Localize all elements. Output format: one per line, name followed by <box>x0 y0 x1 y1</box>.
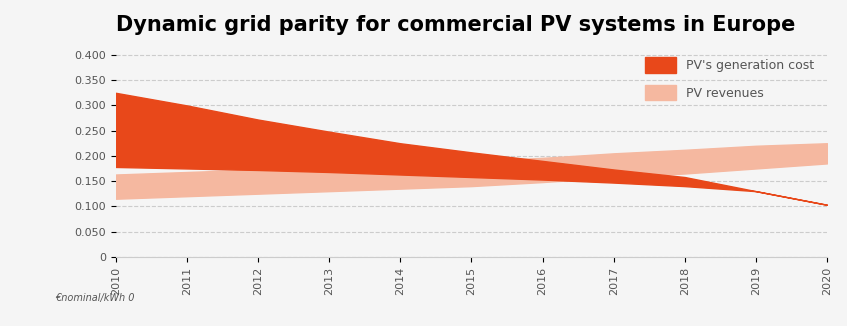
Legend: PV's generation cost, PV revenues: PV's generation cost, PV revenues <box>639 51 821 107</box>
Text: Dynamic grid parity for commercial PV systems in Europe: Dynamic grid parity for commercial PV sy… <box>116 15 795 35</box>
Text: €nominal/kWh 0: €nominal/kWh 0 <box>55 293 135 303</box>
